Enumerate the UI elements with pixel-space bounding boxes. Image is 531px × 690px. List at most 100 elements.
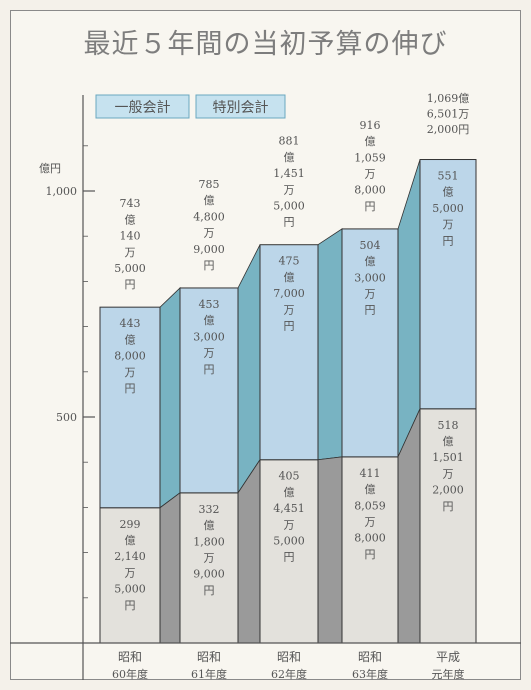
total-value-label: 円 bbox=[365, 200, 376, 213]
special-value-label: 億 bbox=[284, 271, 295, 284]
special-value-label: 億 bbox=[125, 333, 136, 346]
total-value-label: 743 bbox=[120, 197, 141, 210]
general-value-label: 1,800 bbox=[193, 535, 225, 548]
special-value-label: 円 bbox=[125, 382, 136, 395]
total-value-label: 9,000 bbox=[193, 243, 225, 256]
special-value-label: 万 bbox=[284, 303, 295, 316]
bar-special bbox=[341, 228, 399, 458]
general-value-label: 332 bbox=[199, 503, 220, 516]
total-value-label: 億 bbox=[365, 135, 376, 148]
special-value-label: 3,000 bbox=[354, 271, 386, 284]
special-value-label: 円 bbox=[284, 320, 295, 333]
x-tick-label: 昭和 bbox=[197, 650, 221, 664]
bar-general bbox=[341, 456, 399, 644]
general-value-label: 億 bbox=[125, 534, 136, 547]
general-value-label: 5,000 bbox=[273, 535, 305, 548]
special-value-label: 万 bbox=[365, 288, 376, 301]
total-value-label: 万 bbox=[125, 246, 136, 259]
total-value-label: 億 bbox=[125, 213, 136, 226]
total-value-label: 785 bbox=[199, 178, 220, 191]
general-value-label: 円 bbox=[365, 548, 376, 561]
special-value-label: 443 bbox=[120, 317, 141, 330]
total-value-label: 2,000円 bbox=[427, 123, 470, 136]
general-value-label: 万 bbox=[284, 518, 295, 531]
x-tick-label: 元年度 bbox=[432, 667, 465, 681]
special-value-label: 円 bbox=[443, 234, 454, 247]
general-value-label: 8,000 bbox=[354, 532, 386, 545]
bar-special bbox=[179, 287, 239, 494]
special-value-label: 8,000 bbox=[114, 350, 146, 363]
total-value-label: 円 bbox=[284, 216, 295, 229]
special-value-label: 億 bbox=[204, 314, 215, 327]
special-connector bbox=[237, 244, 261, 495]
general-value-label: 円 bbox=[125, 599, 136, 612]
special-value-label: 万 bbox=[204, 347, 215, 360]
bar-general bbox=[419, 408, 477, 644]
total-value-label: 万 bbox=[204, 227, 215, 240]
x-tick-label: 昭和 bbox=[118, 650, 142, 664]
special-value-label: 万 bbox=[125, 366, 136, 379]
x-tick-label: 63年度 bbox=[352, 667, 388, 681]
x-tick-label: 60年度 bbox=[112, 667, 148, 681]
total-value-label: 6,501万 bbox=[427, 108, 470, 121]
general-value-label: 1,501 bbox=[432, 451, 464, 464]
general-value-label: 8,059 bbox=[354, 499, 386, 512]
x-tick-label: 昭和 bbox=[277, 650, 301, 664]
general-connector bbox=[317, 456, 343, 644]
general-value-label: 億 bbox=[443, 435, 454, 448]
x-tick-label: 61年度 bbox=[191, 667, 227, 681]
general-value-label: 518 bbox=[438, 419, 459, 432]
special-connector bbox=[317, 228, 343, 461]
total-value-label: 億 bbox=[284, 151, 295, 164]
special-value-label: 3,000 bbox=[193, 330, 225, 343]
general-value-label: 円 bbox=[443, 500, 454, 513]
general-connector bbox=[237, 458, 261, 644]
bar-special bbox=[419, 159, 477, 410]
special-value-label: 504 bbox=[360, 239, 381, 252]
general-value-label: 2,000 bbox=[432, 484, 464, 497]
total-value-label: 1,069億 bbox=[427, 92, 470, 105]
chart-title: 最近５年間の当初予算の伸び bbox=[83, 29, 448, 60]
special-value-label: 453 bbox=[199, 298, 220, 311]
total-value-label: 万 bbox=[365, 168, 376, 181]
general-value-label: 万 bbox=[125, 566, 136, 579]
general-value-label: 万 bbox=[204, 551, 215, 564]
general-value-label: 円 bbox=[284, 551, 295, 564]
general-value-label: 億 bbox=[365, 483, 376, 496]
total-value-label: 5,000 bbox=[273, 200, 305, 213]
general-value-label: 405 bbox=[279, 470, 300, 483]
legend-item bbox=[195, 94, 286, 119]
special-value-label: 551 bbox=[438, 170, 459, 183]
total-value-label: 円 bbox=[125, 278, 136, 291]
total-value-label: 円 bbox=[204, 259, 215, 272]
bar-special bbox=[99, 306, 161, 509]
special-connector bbox=[397, 159, 421, 458]
bar-special bbox=[259, 244, 319, 461]
special-value-label: 億 bbox=[443, 186, 454, 199]
x-tick-label: 平成 bbox=[436, 650, 460, 664]
total-value-label: 881 bbox=[279, 135, 300, 148]
special-value-label: 5,000 bbox=[432, 202, 464, 215]
general-value-label: 5,000 bbox=[114, 583, 146, 596]
general-value-label: 億 bbox=[204, 519, 215, 532]
general-value-label: 億 bbox=[284, 486, 295, 499]
general-value-label: 4,451 bbox=[273, 502, 305, 515]
total-value-label: 140 bbox=[120, 230, 141, 243]
general-value-label: 2,140 bbox=[114, 550, 146, 563]
total-value-label: 1,059 bbox=[354, 151, 386, 164]
general-value-label: 万 bbox=[443, 467, 454, 480]
special-value-label: 7,000 bbox=[273, 287, 305, 300]
general-value-label: 299 bbox=[120, 518, 141, 531]
legend-item bbox=[95, 94, 190, 119]
total-value-label: 5,000 bbox=[114, 262, 146, 275]
special-value-label: 円 bbox=[365, 304, 376, 317]
general-value-label: 411 bbox=[360, 467, 381, 480]
total-value-label: 万 bbox=[284, 183, 295, 196]
special-value-label: 万 bbox=[443, 218, 454, 231]
special-value-label: 475 bbox=[279, 255, 300, 268]
y-tick-label: 500 bbox=[56, 411, 77, 424]
total-value-label: 1,451 bbox=[273, 167, 305, 180]
y-tick-label: 1,000 bbox=[46, 185, 78, 198]
general-connector bbox=[159, 492, 181, 644]
